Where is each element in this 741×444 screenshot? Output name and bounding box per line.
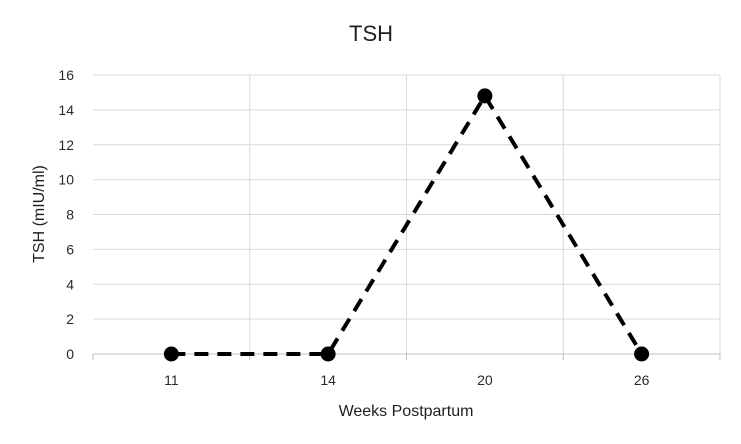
series-layer [163, 88, 650, 362]
y-axis-label: TSH (mIU/ml) [31, 165, 48, 263]
y-tick-label: 8 [66, 207, 74, 223]
x-tick-label: 14 [320, 372, 336, 388]
y-tick-label: 2 [66, 311, 74, 327]
y-tick-label: 14 [58, 102, 74, 118]
y-tick-label: 16 [58, 67, 74, 83]
y-tick-labels: 0 2 4 6 8 10 12 14 16 [58, 67, 74, 362]
y-tick-label: 6 [66, 241, 74, 257]
x-axis-label: Weeks Postpartum [339, 403, 474, 420]
y-tick-label: 10 [58, 172, 74, 188]
x-tick-labels: 11 14 20 26 [164, 372, 650, 388]
x-tick-label: 20 [477, 372, 493, 388]
data-point [634, 346, 650, 362]
data-point [320, 346, 336, 362]
data-point [163, 346, 179, 362]
y-tick-label: 4 [66, 276, 74, 292]
series-line [171, 92, 644, 356]
y-tick-label: 0 [66, 346, 74, 362]
y-tick-label: 12 [58, 137, 74, 153]
x-tick-label: 26 [634, 372, 650, 388]
x-tick-label: 11 [164, 372, 179, 388]
gridlines [92, 74, 721, 360]
data-point [477, 88, 493, 104]
chart-title: TSH [349, 21, 393, 46]
